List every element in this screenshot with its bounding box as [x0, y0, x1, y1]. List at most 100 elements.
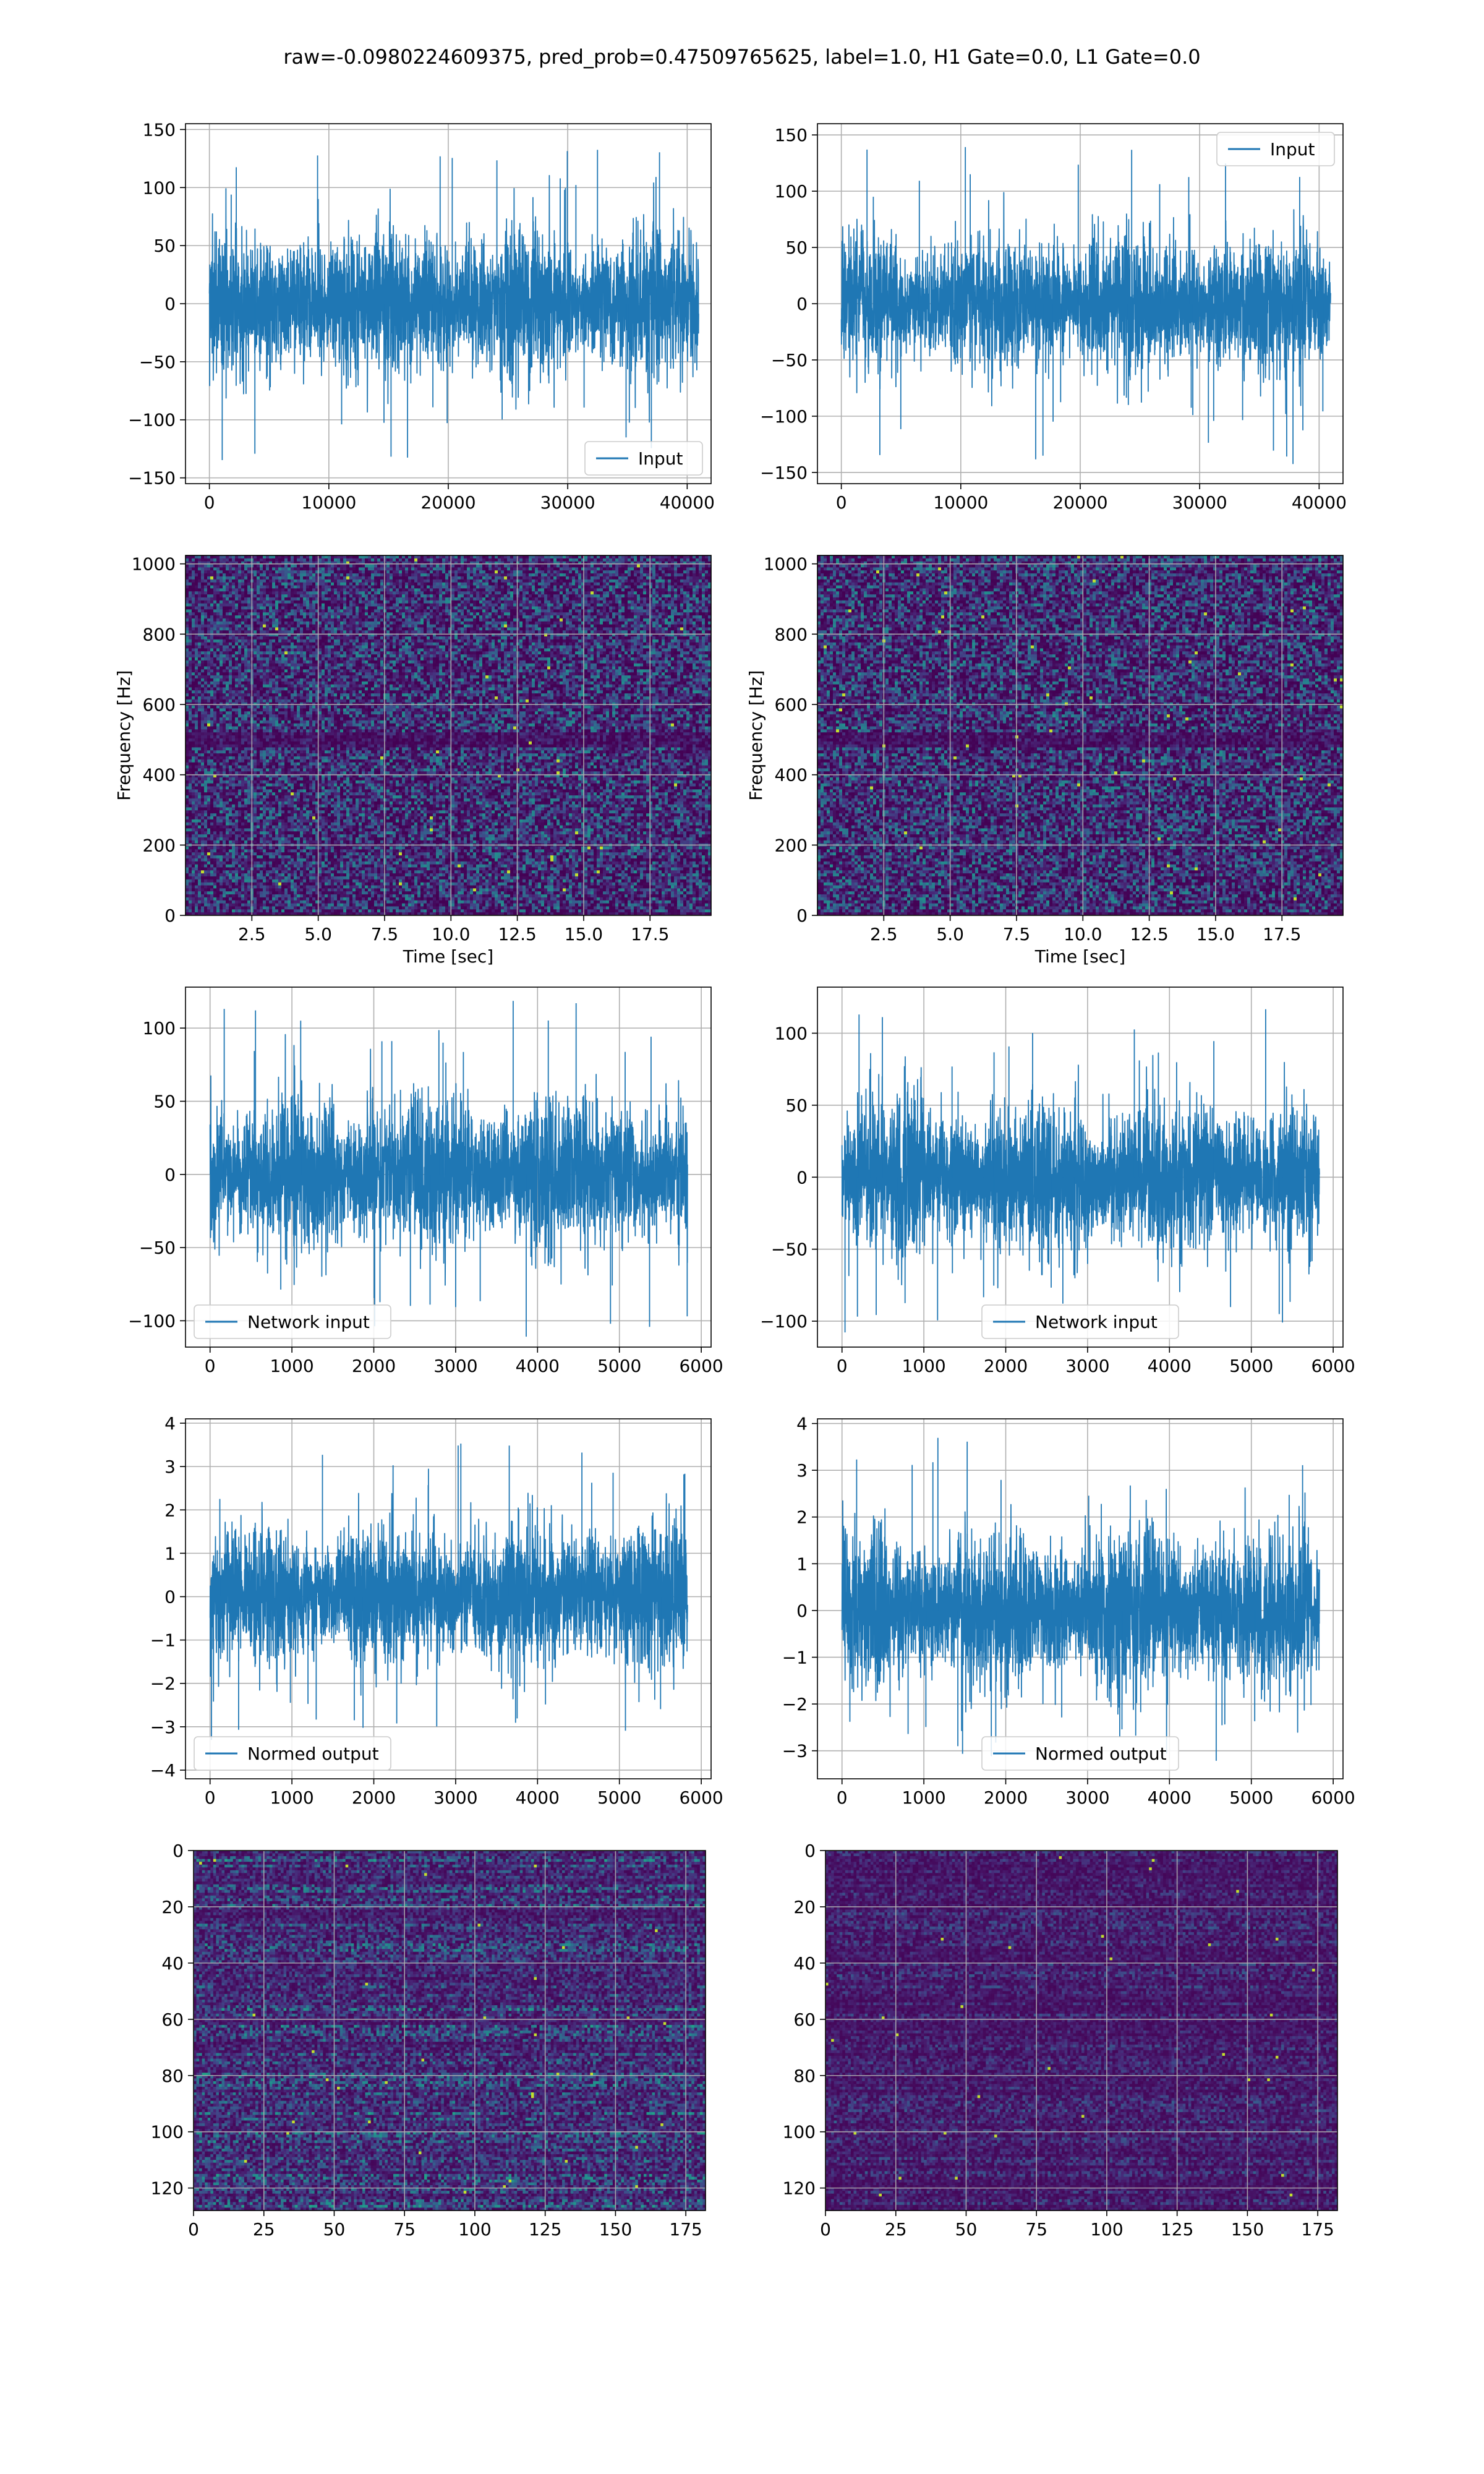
- x-tick-label: 6000: [1311, 1356, 1355, 1376]
- y-tick-label: −2: [150, 1674, 176, 1694]
- y-tick-label: 100: [151, 2122, 184, 2142]
- y-tick-label: 100: [775, 1023, 808, 1043]
- l1-network-input-legend: Network input: [982, 1305, 1179, 1338]
- y-tick-label: −2: [782, 1694, 808, 1714]
- y-tick-label: 150: [775, 125, 808, 145]
- x-tick-label: 0: [836, 492, 847, 513]
- h1-spectrogram-panel: 2.5 5.0 7.5 10.0 12.5 15.0 17.5020040060080010…: [114, 554, 712, 967]
- y-tick-label: 4: [164, 1413, 176, 1434]
- y-tick-label: 800: [143, 624, 176, 644]
- h1-spectrogram-plot-area: [186, 555, 712, 916]
- y-tick-label: 0: [796, 1601, 808, 1621]
- y-tick-label: 150: [143, 119, 176, 140]
- h1-spectrogram-x-axis-label: Time [sec]: [403, 946, 493, 967]
- l1-spectrogram-y-axis-label: Frequency [Hz]: [746, 670, 766, 800]
- x-tick-label: 6000: [1311, 1787, 1355, 1808]
- x-tick-label: 50: [955, 2219, 978, 2240]
- y-tick-label: 120: [151, 2178, 184, 2199]
- x-tick-label: 2000: [984, 1787, 1028, 1808]
- l1-spectrogram-panel: 2.5 5.0 7.5 10.0 12.5 15.0 17.5020040060080010…: [746, 554, 1344, 967]
- h1-normed-output-legend: Normed output: [194, 1737, 391, 1770]
- y-tick-label: 0: [173, 1841, 184, 1861]
- y-tick-label: 100: [143, 1018, 176, 1038]
- x-tick-label: 5000: [597, 1787, 641, 1808]
- y-tick-label: 1: [796, 1554, 808, 1574]
- y-tick-label: 50: [153, 236, 176, 256]
- x-tick-label: 40000: [660, 492, 715, 513]
- x-tick-label: 7.5: [1003, 924, 1031, 944]
- y-tick-label: 80: [793, 2066, 816, 2086]
- y-tick-label: −50: [139, 1238, 176, 1258]
- y-tick-label: −3: [782, 1741, 808, 1761]
- figure-title: raw=-0.0980224609375, pred_prob=0.475097…: [283, 45, 1200, 69]
- y-tick-label: 200: [775, 835, 808, 855]
- x-tick-label: 150: [1231, 2219, 1264, 2240]
- y-tick-label: 0: [164, 294, 176, 314]
- x-tick-label: 10.0: [432, 924, 470, 944]
- x-tick-label: 2000: [984, 1356, 1028, 1376]
- y-tick-label: 0: [796, 1167, 808, 1188]
- y-tick-label: −100: [760, 406, 808, 427]
- y-tick-label: 60: [161, 2010, 184, 2030]
- x-tick-label: 0: [204, 492, 215, 513]
- y-tick-label: 100: [783, 2122, 816, 2142]
- y-tick-label: 50: [785, 238, 808, 258]
- x-tick-label: 2.5: [238, 924, 266, 944]
- x-tick-label: 25: [253, 2219, 275, 2240]
- x-tick-label: 150: [599, 2219, 632, 2240]
- x-tick-label: 0: [820, 2219, 831, 2240]
- legend-label: Normed output: [247, 1744, 379, 1764]
- l1-image-plot-area: [825, 1851, 1338, 2211]
- x-tick-label: 0: [837, 1787, 848, 1808]
- y-tick-label: −50: [771, 350, 808, 370]
- x-tick-label: 30000: [540, 492, 595, 513]
- l1-spectrogram-plot-area: [817, 555, 1344, 916]
- h1-spectrogram-cells: [186, 555, 712, 916]
- y-tick-label: 0: [796, 905, 808, 926]
- y-tick-label: −50: [139, 352, 176, 372]
- y-tick-label: 200: [143, 835, 176, 855]
- x-tick-label: 20000: [420, 492, 475, 513]
- y-tick-label: 3: [796, 1460, 808, 1481]
- y-tick-label: 400: [775, 765, 808, 785]
- h1-input-legend: Input: [585, 442, 702, 475]
- h1-image-plot-area: [194, 1851, 706, 2211]
- x-tick-label: 5.0: [936, 924, 964, 944]
- x-tick-label: 5000: [1229, 1356, 1273, 1376]
- x-tick-label: 3000: [433, 1356, 477, 1376]
- x-tick-label: 25: [885, 2219, 907, 2240]
- x-tick-label: 1000: [902, 1787, 945, 1808]
- y-tick-label: 2: [164, 1500, 176, 1520]
- x-tick-label: 0: [837, 1356, 848, 1376]
- y-tick-label: −3: [150, 1717, 176, 1737]
- y-tick-label: −1: [782, 1647, 808, 1667]
- x-tick-label: 175: [1301, 2219, 1334, 2240]
- x-tick-label: 6000: [679, 1356, 723, 1376]
- x-tick-label: 4000: [516, 1356, 560, 1376]
- y-tick-label: 0: [164, 905, 176, 926]
- x-tick-label: 75: [1025, 2219, 1047, 2240]
- x-tick-label: 0: [188, 2219, 199, 2240]
- legend-label: Input: [1270, 139, 1315, 160]
- y-tick-label: 60: [793, 2010, 816, 2030]
- x-tick-label: 12.5: [498, 924, 536, 944]
- x-tick-label: 17.5: [1263, 924, 1301, 944]
- y-tick-label: 100: [143, 178, 176, 198]
- x-tick-label: 6000: [679, 1787, 723, 1808]
- y-tick-label: −4: [150, 1760, 176, 1781]
- x-tick-label: 2000: [352, 1356, 396, 1376]
- x-tick-label: 3000: [1065, 1356, 1109, 1376]
- y-tick-label: 4: [796, 1414, 808, 1434]
- x-tick-label: 10000: [301, 492, 356, 513]
- l1-spectrogram-cells: [817, 555, 1344, 916]
- y-tick-label: 0: [164, 1165, 176, 1185]
- y-tick-label: 120: [783, 2178, 816, 2199]
- y-tick-label: 20: [793, 1897, 816, 1917]
- y-tick-label: 800: [775, 624, 808, 644]
- legend-label: Normed output: [1035, 1744, 1167, 1764]
- legend-label: Network input: [247, 1312, 370, 1332]
- x-tick-label: 4000: [1148, 1356, 1192, 1376]
